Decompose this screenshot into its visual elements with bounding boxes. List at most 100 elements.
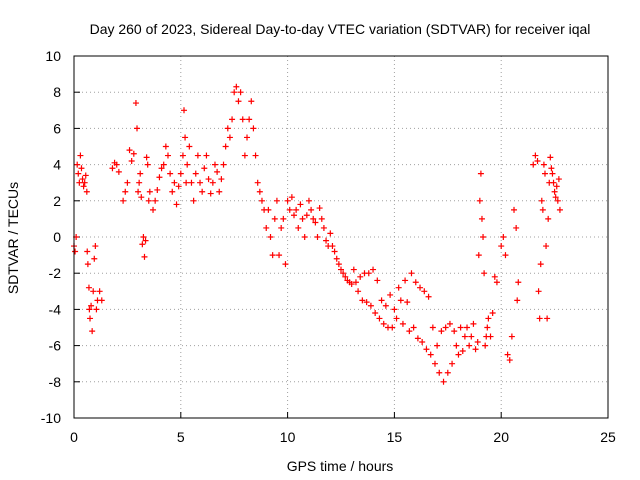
data-point [115,168,122,175]
data-point [286,206,293,213]
data-point [382,302,389,309]
data-point [190,197,197,204]
data-point [239,116,246,123]
data-points [71,83,563,385]
data-point [429,324,436,331]
data-point [530,161,537,168]
data-point [498,243,505,250]
data-point [256,188,263,195]
data-point [318,215,325,222]
data-point [506,357,513,364]
data-point [158,165,165,172]
data-point [513,224,520,231]
chart-title: Day 260 of 2023, Sidereal Day-to-day VTE… [90,21,591,37]
data-point [468,333,475,340]
data-point [90,288,97,295]
data-point [222,143,229,150]
data-point [406,328,413,335]
data-point [323,237,330,244]
data-point [487,333,494,340]
data-point [86,306,93,313]
data-point [352,279,359,286]
data-point [237,89,244,96]
data-point [84,248,91,255]
data-point [241,152,248,159]
data-point [258,197,265,204]
data-point [549,170,556,177]
data-point [72,248,79,255]
data-point [134,125,141,132]
data-point [82,172,89,179]
data-point [502,252,509,259]
data-point [280,215,287,222]
data-point [350,266,357,273]
data-point [484,324,491,331]
data-point [376,315,383,322]
data-point [139,241,146,248]
data-point [434,342,441,349]
data-point [474,338,481,345]
data-point [410,324,417,331]
x-tick-label: 0 [70,429,78,445]
data-point [254,179,261,186]
data-point [162,143,169,150]
data-point [138,194,145,201]
data-point [504,351,511,358]
data-point [218,176,225,183]
data-point [175,183,182,190]
data-point [291,212,298,219]
data-point [470,320,477,327]
data-point [365,270,372,277]
data-point [535,288,542,295]
data-point [554,197,561,204]
data-point [276,252,283,259]
data-point [387,291,394,298]
y-tick-label: -8 [49,374,62,390]
data-point [124,179,131,186]
data-point [427,351,434,358]
data-point [171,179,178,186]
grid-lines [74,56,608,418]
data-point [75,170,82,177]
data-point [183,179,190,186]
x-tick-label: 20 [493,429,509,445]
data-point [169,188,176,195]
data-point [184,161,191,168]
data-point [552,194,559,201]
data-point [76,179,83,186]
y-tick-label: -10 [41,410,61,426]
data-point [250,125,257,132]
y-tick-label: 6 [53,120,61,136]
data-point [446,320,453,327]
data-point [141,253,148,260]
data-point [464,324,471,331]
data-point [378,297,385,304]
data-point [197,179,204,186]
x-axis-label: GPS time / hours [287,458,394,474]
data-point [308,206,315,213]
y-tick-label: -6 [49,338,62,354]
data-point [173,201,180,208]
data-point [355,288,362,295]
data-point [295,224,302,231]
data-point [156,174,163,181]
data-point [160,161,167,168]
data-point [167,170,174,177]
data-point [541,170,548,177]
data-point [419,338,426,345]
data-point [89,328,96,335]
data-point [209,179,216,186]
data-point [500,234,507,240]
data-point [186,143,193,150]
data-point [342,273,349,280]
data-point [312,219,319,226]
data-point [188,179,195,186]
data-point [269,252,276,259]
data-point [74,161,81,168]
y-tick-label: 0 [53,229,61,245]
data-point [136,179,143,186]
data-point [263,224,270,231]
data-point [532,152,539,159]
data-point [370,266,377,273]
data-point [194,152,201,159]
